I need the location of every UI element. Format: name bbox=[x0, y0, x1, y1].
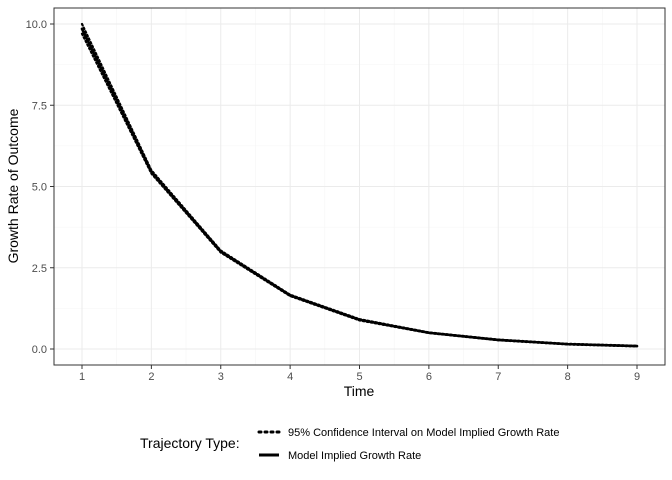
x-tick-label: 6 bbox=[426, 371, 432, 383]
x-tick-label: 9 bbox=[634, 371, 640, 383]
x-tick-label: 5 bbox=[356, 371, 362, 383]
ci-point bbox=[566, 343, 569, 346]
legend-title: Trajectory Type: bbox=[140, 435, 240, 451]
legend-label-model: Model Implied Growth Rate bbox=[288, 450, 421, 462]
major-gridlines bbox=[54, 8, 665, 365]
ci-point bbox=[81, 32, 83, 35]
ci-point bbox=[150, 172, 153, 175]
y-axis-ticks: 0.0 2.5 5.0 7.5 10.0 bbox=[26, 19, 54, 356]
y-tick-label: 0.0 bbox=[32, 344, 47, 356]
ci-point bbox=[289, 295, 292, 297]
model-point bbox=[80, 27, 84, 31]
ci-point bbox=[427, 332, 430, 334]
x-axis-title: Time bbox=[344, 383, 375, 399]
x-tick-label: 4 bbox=[287, 371, 293, 383]
x-tick-label: 3 bbox=[218, 371, 224, 383]
ci-point bbox=[497, 339, 500, 342]
x-tick-label: 1 bbox=[79, 371, 85, 383]
y-tick-label: 2.5 bbox=[32, 263, 47, 275]
y-tick-label: 5.0 bbox=[32, 182, 47, 194]
ci-point bbox=[636, 345, 638, 348]
ci-point bbox=[219, 251, 222, 254]
y-tick-label: 10.0 bbox=[26, 19, 47, 31]
ci-point bbox=[358, 319, 361, 322]
legend-label-ci: 95% Confidence Interval on Model Implied… bbox=[288, 427, 559, 439]
x-tick-label: 2 bbox=[148, 371, 154, 383]
x-tick-label: 8 bbox=[565, 371, 571, 383]
ci-point bbox=[81, 23, 83, 25]
x-axis-ticks: 1 2 3 4 5 6 7 8 9 bbox=[79, 365, 640, 383]
y-axis-title: Growth Rate of Outcome bbox=[5, 108, 21, 263]
series-layer bbox=[80, 22, 639, 348]
legend: Trajectory Type: 95% Confidence Interval… bbox=[140, 427, 559, 462]
y-tick-label: 7.5 bbox=[32, 100, 47, 112]
x-tick-label: 7 bbox=[495, 371, 501, 383]
